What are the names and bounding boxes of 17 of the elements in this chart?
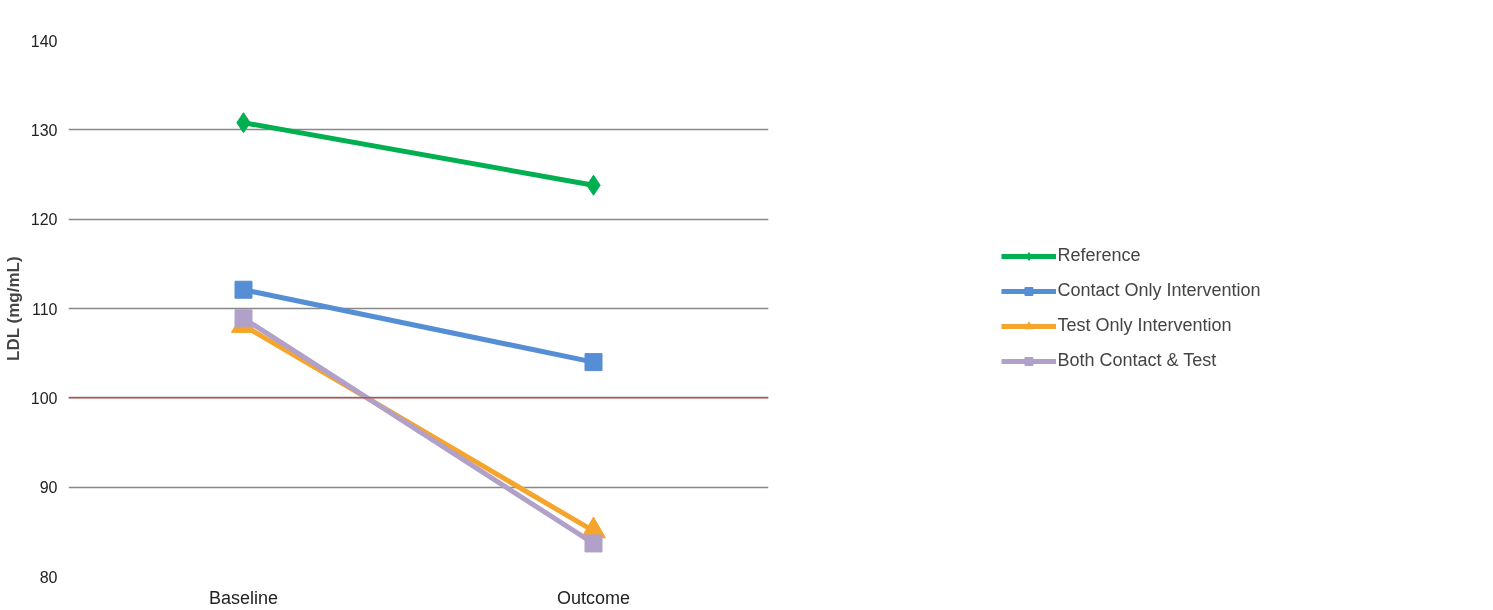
y-tick-label: 90: [39, 479, 58, 497]
point: [584, 534, 603, 553]
x-tick-label: Baseline: [208, 587, 279, 608]
y-tick-label: 120: [30, 211, 58, 229]
point: [234, 280, 253, 299]
y-tick-label: 110: [31, 300, 58, 318]
point: [584, 353, 603, 372]
y-tick-label: 140: [30, 32, 58, 50]
legend-label: Reference: [1057, 245, 1141, 266]
y-tick-label: 130: [30, 121, 58, 139]
y-axis-title: LDL (mg/mL): [3, 256, 23, 361]
y-tick-label: 100: [30, 389, 58, 407]
legend-label: Both Contact & Test: [1057, 350, 1217, 371]
legend-label: Contact Only Intervention: [1057, 280, 1261, 301]
x-tick-label: Outcome: [556, 587, 631, 608]
legend-label: Test Only Intervention: [1057, 315, 1232, 336]
y-tick-label: 80: [39, 568, 58, 586]
